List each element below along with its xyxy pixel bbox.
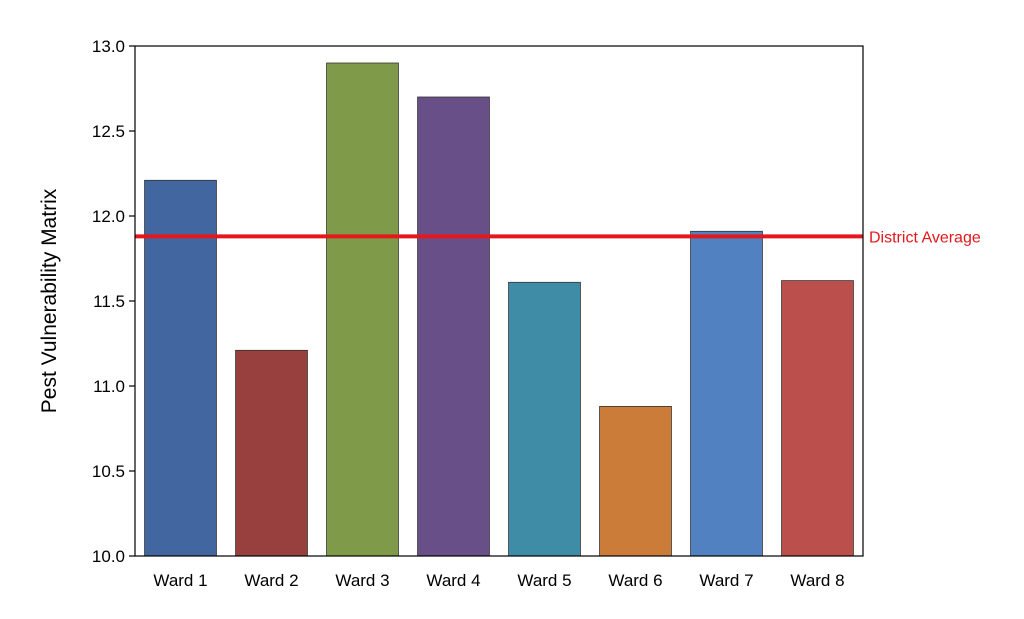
x-axis: Ward 1 Ward 2 Ward 3 Ward 4 Ward 5 Ward 6 Ward… xyxy=(153,571,844,590)
x-category-label: Ward 3 xyxy=(335,571,389,590)
bar-5 xyxy=(508,281,581,557)
y-tick-label: 13.0 xyxy=(92,37,125,56)
bar-6 xyxy=(599,405,672,557)
x-category-label: Ward 4 xyxy=(426,571,480,590)
y-tick-label: 12.5 xyxy=(92,122,125,141)
y-tick-label: 11.0 xyxy=(93,377,125,396)
y-tick-label: 12.0 xyxy=(92,207,125,226)
x-category-label: Ward 7 xyxy=(699,571,753,590)
bar-4 xyxy=(417,96,490,557)
y-tick-label: 10.5 xyxy=(92,462,125,481)
y-tick-label: 11.5 xyxy=(93,292,125,311)
bar-3 xyxy=(326,62,399,557)
bars-group xyxy=(144,62,854,557)
x-category-label: Ward 8 xyxy=(790,571,844,590)
bar-8 xyxy=(781,280,854,557)
x-category-label: Ward 5 xyxy=(517,571,571,590)
x-category-label: Ward 1 xyxy=(153,571,207,590)
bar-2 xyxy=(235,349,308,557)
y-axis-title: Pest Vulnerability Matrix xyxy=(38,188,61,413)
bar-7 xyxy=(690,230,763,557)
reference-line-group: District Average xyxy=(135,229,981,246)
x-category-label: Ward 6 xyxy=(608,571,662,590)
x-category-label: Ward 2 xyxy=(244,571,298,590)
district-average-label: District Average xyxy=(869,229,981,246)
y-axis: 10.0 10.5 11.0 11.5 12.0 12.5 13.0 xyxy=(92,37,135,566)
y-tick-label: 10.0 xyxy=(92,547,125,566)
bar-1 xyxy=(144,179,217,557)
